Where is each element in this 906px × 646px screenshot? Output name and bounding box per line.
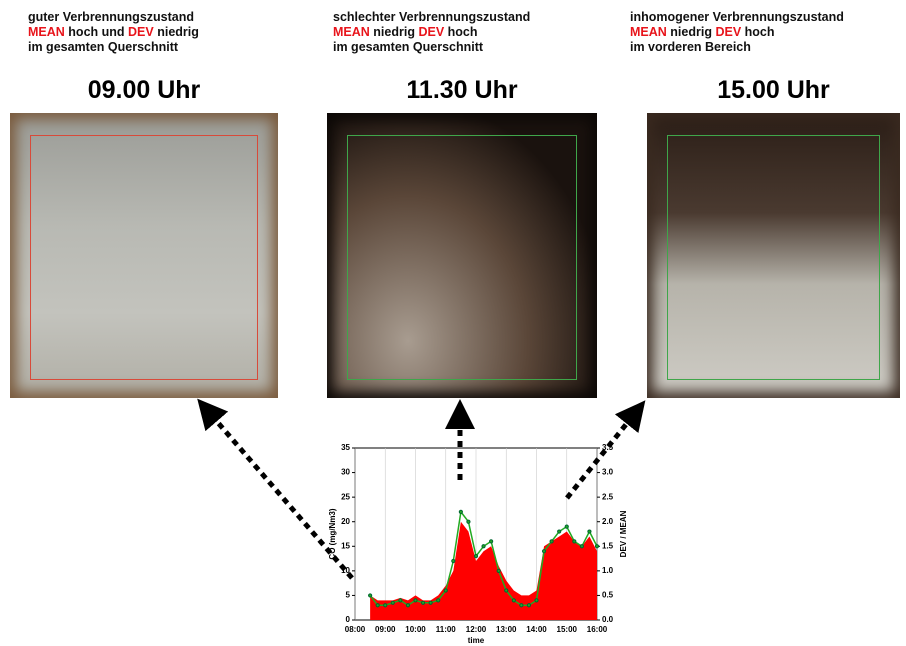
roi-box	[30, 135, 258, 380]
x-tick-label: 10:00	[405, 625, 426, 634]
dev-mean-point	[459, 510, 462, 513]
y2-tick-label: 1.0	[602, 566, 614, 575]
dev-mean-point	[399, 599, 402, 602]
y2-tick-label: 0.0	[602, 615, 614, 624]
y-tick-label: 0	[346, 615, 351, 624]
caption-keyword: DEV	[128, 25, 154, 39]
dev-mean-point	[550, 540, 553, 543]
dev-mean-point	[474, 555, 477, 558]
x-tick-label: 11:00	[436, 625, 457, 634]
y2-tick-label: 1.5	[602, 541, 614, 550]
dev-mean-point	[512, 599, 515, 602]
dev-mean-point	[444, 589, 447, 592]
caption-text: hoch	[448, 25, 478, 39]
dev-mean-point	[505, 589, 508, 592]
camera-image	[647, 113, 900, 398]
caption-keyword: MEAN	[28, 25, 65, 39]
y2-tick-label: 0.5	[602, 591, 614, 600]
x-tick-label: 14:00	[526, 625, 547, 634]
caption-text: hoch und	[68, 25, 124, 39]
caption-line: im gesamten Querschnitt	[28, 40, 199, 55]
dev-mean-point	[558, 530, 561, 533]
dev-mean-point	[542, 550, 545, 553]
dev-mean-point	[467, 520, 470, 523]
dev-mean-point	[391, 601, 394, 604]
dev-mean-point	[421, 601, 424, 604]
dev-mean-point	[520, 604, 523, 607]
caption-line: im vorderen Bereich	[630, 40, 844, 55]
y2-axis-label: DEV / MEAN	[619, 510, 628, 557]
panel-time: 15.00 Uhr	[647, 76, 900, 105]
panel-time: 09.00 Uhr	[10, 76, 278, 105]
y-tick-label: 35	[341, 443, 350, 452]
x-tick-label: 15:00	[557, 625, 578, 634]
y-axis-label: CO (mg/Nm3)	[328, 508, 337, 559]
caption-keyword: MEAN	[333, 25, 370, 39]
y-tick-label: 30	[341, 468, 350, 477]
roi-box	[347, 135, 577, 380]
caption-line: MEAN hoch und DEV niedrig	[28, 25, 199, 40]
y2-tick-label: 2.0	[602, 517, 614, 526]
camera-image	[10, 113, 278, 398]
dev-mean-point	[490, 540, 493, 543]
dev-mean-point	[595, 545, 598, 548]
caption-line: inhomogener Verbrennungszustand	[630, 10, 844, 25]
figure: guter VerbrennungszustandMEAN hoch und D…	[0, 0, 906, 646]
dev-mean-point	[414, 599, 417, 602]
caption-keyword: DEV	[715, 25, 741, 39]
y-tick-label: 20	[341, 517, 350, 526]
caption-text: niedrig	[373, 25, 415, 39]
dev-mean-point	[535, 599, 538, 602]
y2-tick-label: 3.0	[602, 468, 614, 477]
dev-mean-point	[429, 601, 432, 604]
x-tick-label: 16:00	[587, 625, 608, 634]
camera-image	[327, 113, 597, 398]
y2-tick-label: 3.5	[602, 443, 614, 452]
dev-mean-point	[384, 604, 387, 607]
x-tick-label: 13:00	[496, 625, 517, 634]
x-tick-label: 09:00	[375, 625, 396, 634]
dev-mean-point	[527, 604, 530, 607]
caption-keyword: MEAN	[630, 25, 667, 39]
caption-line: guter Verbrennungszustand	[28, 10, 199, 25]
y-tick-label: 15	[341, 541, 350, 550]
dev-mean-point	[573, 540, 576, 543]
caption-text: niedrig	[670, 25, 712, 39]
y2-tick-label: 2.5	[602, 492, 614, 501]
x-axis-label: time	[468, 636, 485, 645]
caption-text: niedrig	[157, 25, 199, 39]
caption-line: schlechter Verbrennungszustand	[333, 10, 530, 25]
caption-line: MEAN niedrig DEV hoch	[630, 25, 844, 40]
dev-mean-point	[497, 569, 500, 572]
dev-mean-point	[369, 594, 372, 597]
caption-text: hoch	[745, 25, 775, 39]
dev-mean-point	[406, 604, 409, 607]
y-tick-label: 10	[341, 566, 350, 575]
dev-mean-point	[565, 525, 568, 528]
panel-time: 11.30 Uhr	[327, 76, 597, 105]
chart: 08:00 09:00 10:00 11:00 12:00 13:00 14:00 15:00…	[300, 440, 630, 646]
dev-mean-point	[437, 599, 440, 602]
dev-mean-point	[482, 545, 485, 548]
caption-line: im gesamten Querschnitt	[333, 40, 530, 55]
dev-mean-point	[376, 604, 379, 607]
caption-line: MEAN niedrig DEV hoch	[333, 25, 530, 40]
y-tick-label: 5	[346, 591, 351, 600]
x-tick-label: 08:00	[345, 625, 366, 634]
dev-mean-point	[588, 530, 591, 533]
y-tick-label: 25	[341, 492, 350, 501]
caption-keyword: DEV	[418, 25, 444, 39]
x-tick-label: 12:00	[466, 625, 487, 634]
roi-box	[667, 135, 880, 380]
dev-mean-point	[580, 545, 583, 548]
dev-mean-point	[452, 559, 455, 562]
